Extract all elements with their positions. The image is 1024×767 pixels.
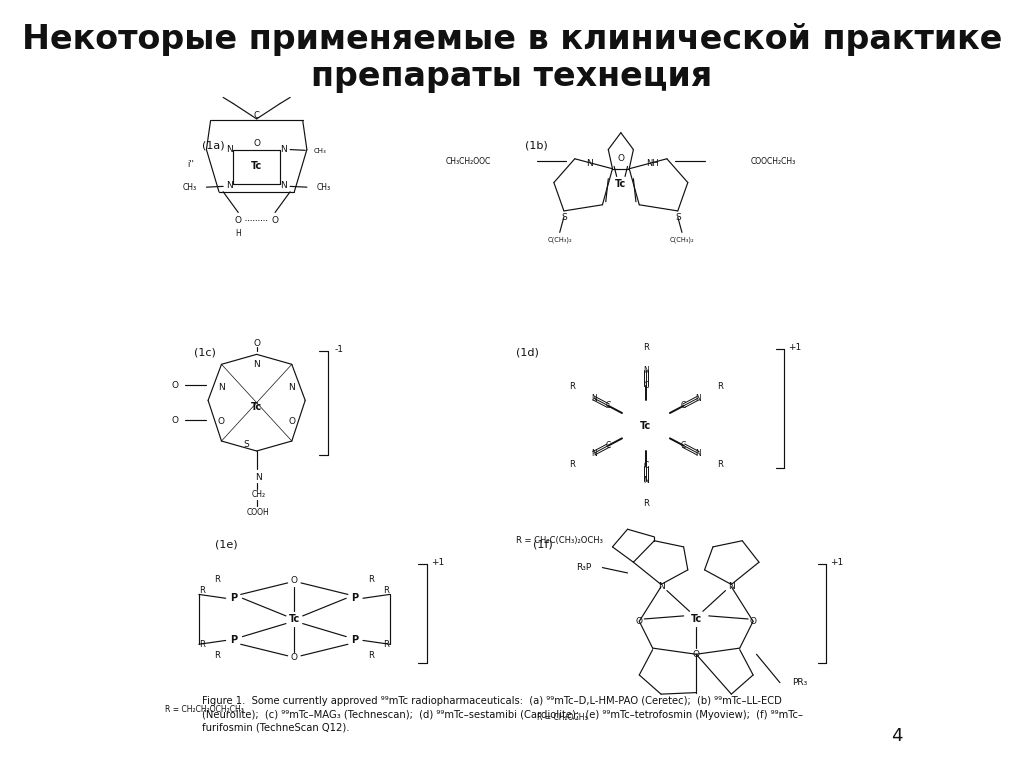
Text: CH₃CH₂OOC: CH₃CH₂OOC xyxy=(445,156,492,166)
Text: R₃P: R₃P xyxy=(577,563,592,572)
Text: C: C xyxy=(643,461,648,470)
Text: N: N xyxy=(280,145,287,154)
Text: C: C xyxy=(254,110,259,120)
Text: R: R xyxy=(643,499,649,509)
Text: R: R xyxy=(369,574,375,584)
Text: O: O xyxy=(291,576,298,585)
Text: R: R xyxy=(569,382,574,391)
Text: O: O xyxy=(636,617,643,626)
Text: H: H xyxy=(236,229,241,238)
Text: (1a): (1a) xyxy=(202,140,225,151)
Text: препараты технеция: препараты технеция xyxy=(311,60,713,94)
Text: N: N xyxy=(253,360,260,369)
Text: R = CH₂C(CH₃)₂OCH₃: R = CH₂C(CH₃)₂OCH₃ xyxy=(516,536,603,545)
Text: N: N xyxy=(289,383,295,392)
Text: Tc: Tc xyxy=(251,161,262,172)
Text: C: C xyxy=(605,441,611,450)
Text: R: R xyxy=(200,586,205,595)
Text: 4: 4 xyxy=(891,727,903,746)
Text: R: R xyxy=(200,640,205,649)
Text: N: N xyxy=(657,582,665,591)
Text: P: P xyxy=(230,635,238,646)
Text: +1: +1 xyxy=(788,343,802,352)
Text: N: N xyxy=(226,145,233,154)
Text: Некоторые применяемые в клинической практике: Некоторые применяемые в клинической прак… xyxy=(22,23,1002,57)
Text: CH₃: CH₃ xyxy=(182,183,197,193)
Text: (1c): (1c) xyxy=(194,347,216,358)
Text: N: N xyxy=(591,449,597,458)
Text: C(CH₃)₂: C(CH₃)₂ xyxy=(548,237,572,243)
Text: S: S xyxy=(675,212,681,222)
Text: O: O xyxy=(171,380,178,390)
Text: N: N xyxy=(695,449,701,458)
Text: N: N xyxy=(255,472,262,482)
Text: N: N xyxy=(591,393,597,403)
Text: R: R xyxy=(383,586,389,595)
Text: C: C xyxy=(643,381,648,390)
Text: Tc: Tc xyxy=(251,401,262,412)
Text: P: P xyxy=(351,593,358,604)
Text: O: O xyxy=(253,139,260,148)
Text: O: O xyxy=(617,154,625,163)
Text: i'': i'' xyxy=(187,160,194,170)
Text: C: C xyxy=(681,401,686,410)
Text: Figure 1.  Some currently approved ⁹⁹mTc radiopharmaceuticals:  (a) ⁹⁹mTc–D,L-HM: Figure 1. Some currently approved ⁹⁹mTc … xyxy=(202,696,803,732)
Text: S: S xyxy=(244,440,250,449)
Text: O: O xyxy=(171,416,178,425)
Text: S: S xyxy=(561,212,566,222)
Text: CH₂: CH₂ xyxy=(251,490,265,499)
Text: PR₃: PR₃ xyxy=(793,678,808,687)
Text: O: O xyxy=(289,417,295,426)
Text: N: N xyxy=(728,582,735,591)
Text: -1: -1 xyxy=(334,345,343,354)
Text: N: N xyxy=(218,383,225,392)
Text: C: C xyxy=(605,401,611,410)
Text: (1f): (1f) xyxy=(532,539,553,550)
Text: R: R xyxy=(569,460,574,469)
Text: CH₃: CH₃ xyxy=(316,183,331,193)
Text: O: O xyxy=(271,216,279,225)
Text: P: P xyxy=(351,635,358,646)
Text: C: C xyxy=(681,441,686,450)
Text: O: O xyxy=(291,653,298,662)
Text: Tc: Tc xyxy=(690,614,701,624)
Text: COOCH₂CH₃: COOCH₂CH₃ xyxy=(751,156,796,166)
Text: COOH: COOH xyxy=(247,508,269,517)
Text: R: R xyxy=(717,460,723,469)
Text: R: R xyxy=(369,651,375,660)
Text: C(CH₃)₂: C(CH₃)₂ xyxy=(670,237,694,243)
Text: O: O xyxy=(253,339,260,348)
Text: Tc: Tc xyxy=(615,179,627,189)
Text: +1: +1 xyxy=(830,558,844,567)
Text: R: R xyxy=(383,640,389,649)
Text: R: R xyxy=(643,343,649,352)
Text: R: R xyxy=(214,651,220,660)
Text: R: R xyxy=(717,382,723,391)
Text: R: R xyxy=(214,574,220,584)
Text: +1: +1 xyxy=(431,558,444,567)
Text: (1d): (1d) xyxy=(516,347,539,358)
Text: O: O xyxy=(234,216,242,225)
Text: N: N xyxy=(695,393,701,403)
Text: R = CH₂CH₂OCH₂CH₃: R = CH₂CH₂OCH₂CH₃ xyxy=(165,705,244,714)
Text: (1e): (1e) xyxy=(215,539,238,550)
Text: P: P xyxy=(230,593,238,604)
Text: R = CH₂OCH₃: R = CH₂OCH₃ xyxy=(538,713,588,722)
Text: N: N xyxy=(226,181,233,190)
Text: N: N xyxy=(643,366,649,375)
Text: CH₃: CH₃ xyxy=(313,148,327,154)
Text: O: O xyxy=(218,417,225,426)
Text: N: N xyxy=(586,159,593,168)
Text: N: N xyxy=(643,476,649,486)
Text: Tc: Tc xyxy=(640,420,651,431)
Text: (1b): (1b) xyxy=(524,140,547,151)
Text: O: O xyxy=(750,617,757,626)
Text: N: N xyxy=(280,181,287,190)
Text: Tc: Tc xyxy=(289,614,300,624)
Text: NH: NH xyxy=(646,159,659,168)
Text: O: O xyxy=(692,650,699,659)
